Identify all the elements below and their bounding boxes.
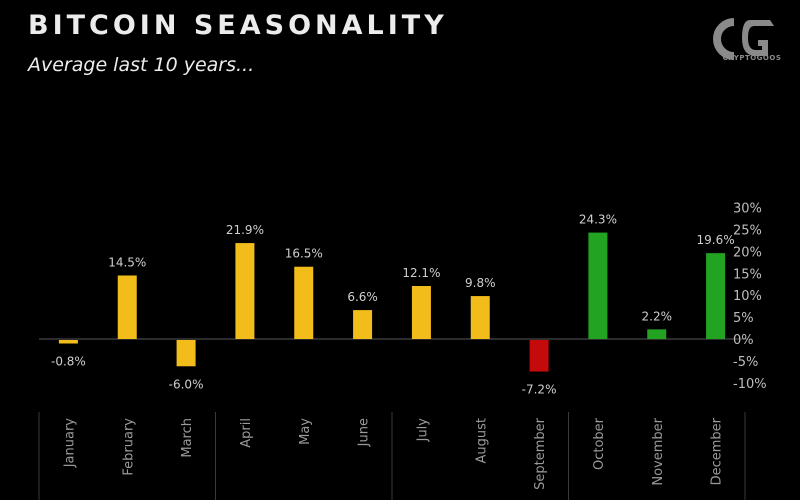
data-label: 2.2% xyxy=(642,309,673,323)
x-tick-label: February xyxy=(121,418,136,476)
bar-april xyxy=(235,243,255,339)
bar-march xyxy=(176,340,196,367)
y-tick-label: -10% xyxy=(733,377,767,392)
y-tick-label: 5% xyxy=(733,311,754,326)
y-tick-label: 20% xyxy=(733,245,762,260)
bar-september xyxy=(529,340,549,372)
bar-october xyxy=(588,232,608,339)
x-tick-label: March xyxy=(180,418,195,458)
bar-june xyxy=(353,310,373,339)
y-tick-label: 30% xyxy=(733,202,762,217)
x-tick-label: August xyxy=(474,418,489,464)
x-tick-label: November xyxy=(651,417,666,485)
bar-may xyxy=(294,266,314,339)
data-label: 12.1% xyxy=(402,266,440,280)
cryptogoos-logo-icon xyxy=(713,18,774,60)
bar-august xyxy=(470,296,490,339)
bar-november xyxy=(647,329,667,339)
bar-july xyxy=(411,286,431,339)
x-tick-label: April xyxy=(239,418,254,448)
x-tick-label: June xyxy=(357,418,372,447)
y-tick-label: 0% xyxy=(733,333,754,348)
data-label: 24.3% xyxy=(579,213,617,227)
data-label: -6.0% xyxy=(169,377,204,391)
y-tick-label: 10% xyxy=(733,289,762,304)
data-label: 21.9% xyxy=(226,223,264,237)
chart-subtitle: Average last 10 years... xyxy=(28,54,255,76)
data-label: 14.5% xyxy=(108,255,146,269)
x-tick-label: December xyxy=(710,417,725,485)
bar-december xyxy=(706,253,726,339)
data-label: -0.8% xyxy=(51,355,86,369)
data-label: -7.2% xyxy=(522,383,557,397)
x-tick-label: May xyxy=(298,418,313,445)
chart-title: BITCOIN SEASONALITY xyxy=(28,10,448,41)
bar-february xyxy=(117,275,137,339)
x-tick-label: September xyxy=(533,417,548,490)
y-tick-label: -5% xyxy=(733,355,758,370)
data-label: 9.8% xyxy=(465,276,496,290)
logo-text: CRYPTOGOOS xyxy=(722,54,782,62)
data-label: 16.5% xyxy=(285,247,323,261)
x-tick-label: October xyxy=(592,417,607,470)
y-tick-label: 15% xyxy=(733,267,762,282)
x-tick-label: July xyxy=(415,418,430,443)
bar-january xyxy=(58,340,78,344)
data-label: 6.6% xyxy=(347,290,378,304)
data-label: 19.6% xyxy=(697,233,735,247)
x-tick-label: January xyxy=(62,418,77,469)
y-tick-label: 25% xyxy=(733,224,762,239)
